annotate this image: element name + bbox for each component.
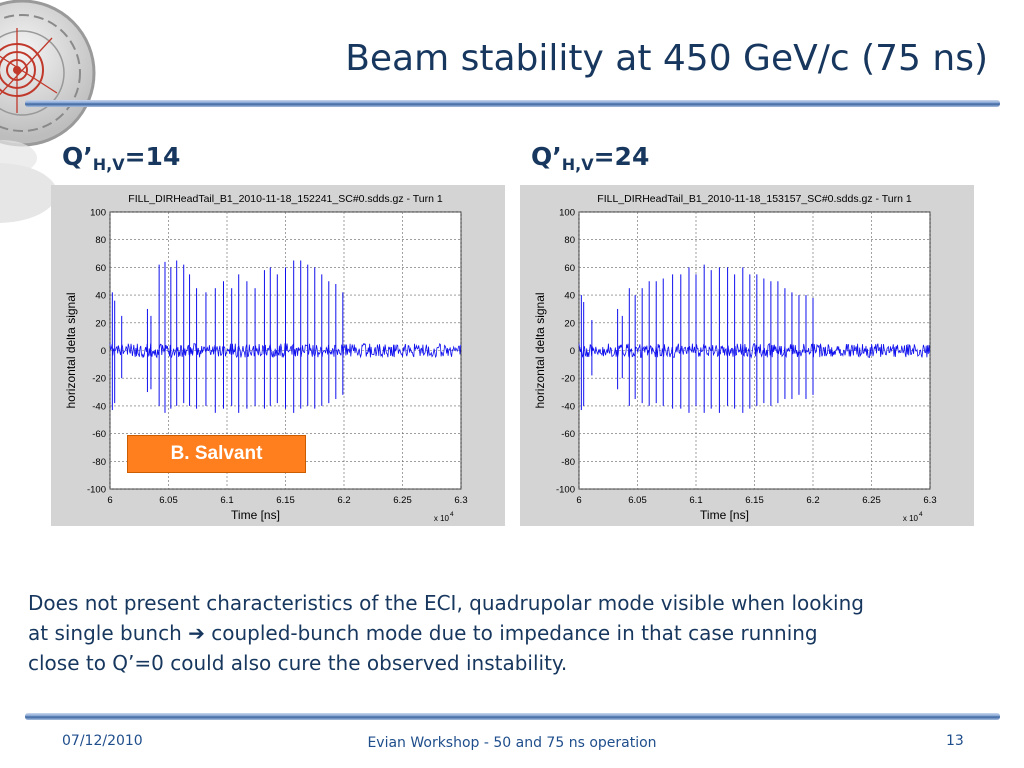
signal-chart: 6 6.05 6.1 6.15 6.2 6.25 6.3 100 80 60 40 20 0 -20 -40…: [64, 193, 468, 523]
footer-page-number: 13: [946, 733, 964, 749]
x-tick-label: 6.2: [806, 495, 819, 506]
y-tick-label: 80: [564, 235, 575, 246]
author-badge: B. Salvant: [127, 435, 306, 473]
y-tick-label: -40: [92, 401, 106, 412]
title-divider: [25, 100, 1000, 107]
y-tick-label: -20: [561, 374, 575, 385]
body-line-segment: at single bunch: [28, 621, 182, 645]
y-tick-label: 40: [95, 291, 106, 302]
x-tick-label: 6.15: [745, 495, 764, 506]
x-axis-label: Time [ns]: [231, 508, 280, 522]
x-exponent-label: 4: [919, 511, 923, 518]
logo-graphic: [0, 0, 96, 223]
chart-panel-left: 6 6.05 6.1 6.15 6.2 6.25 6.3 100 80 60 40 20 0 -20 -40…: [51, 185, 505, 526]
y-tick-label: 60: [95, 263, 106, 274]
y-tick-label: -80: [92, 457, 106, 468]
chromaticity-label-left: Q’H,V=14: [62, 142, 180, 174]
x-tick-label: 6.05: [628, 495, 647, 506]
y-tick-label: -80: [561, 457, 575, 468]
x-multiplier-label: x 10: [903, 514, 919, 523]
y-tick-label: -20: [92, 374, 106, 385]
y-tick-label: -60: [561, 429, 575, 440]
x-tick-label: 6: [107, 495, 112, 506]
y-tick-label: -100: [87, 485, 106, 496]
body-line: Does not present characteristics of the …: [28, 591, 864, 615]
y-tick-label: 20: [564, 318, 575, 329]
x-tick-label: 6: [576, 495, 581, 506]
q-symbol: Q’: [531, 142, 562, 171]
slide-title: Beam stability at 450 GeV/c (75 ns): [345, 38, 988, 79]
y-tick-label: 100: [90, 208, 106, 219]
y-axis-label: horizontal delta signal: [64, 292, 78, 408]
x-multiplier-label: x 10: [434, 514, 450, 523]
q-value: =14: [124, 142, 181, 171]
q-subscript: H,V: [92, 155, 125, 174]
y-tick-label: 40: [564, 291, 575, 302]
y-tick-label: 60: [564, 263, 575, 274]
footer-event: Evian Workshop - 50 and 75 ns operation: [367, 735, 657, 751]
y-tick-label: 80: [95, 235, 106, 246]
y-tick-label: 0: [101, 346, 106, 357]
baseline-noise-trace: [578, 343, 931, 359]
chart-panel-right: 6 6.05 6.1 6.15 6.2 6.25 6.3 100 80 60 40 20 0 -20 -40…: [520, 185, 974, 526]
x-tick-label: 6.1: [689, 495, 702, 506]
x-tick-label: 6.2: [337, 495, 350, 506]
x-tick-label: 6.25: [862, 495, 881, 506]
q-symbol: Q’: [62, 142, 93, 171]
x-axis-label: Time [ns]: [700, 508, 749, 522]
y-axis-label: horizontal delta signal: [533, 292, 547, 408]
arrow-right-icon: ➔: [188, 621, 205, 645]
footer-divider: [25, 713, 1000, 720]
chromaticity-label-right: Q’H,V=24: [531, 142, 649, 174]
y-tick-label: 20: [95, 318, 106, 329]
x-tick-label: 6.25: [393, 495, 412, 506]
x-tick-label: 6.3: [454, 495, 467, 506]
y-tick-label: -100: [556, 485, 575, 496]
footer-date: 07/12/2010: [62, 733, 143, 749]
body-line: at single bunch ➔ coupled-bunch mode due…: [28, 618, 998, 648]
y-tick-label: 0: [570, 346, 575, 357]
chart-title: FILL_DIRHeadTail_B1_2010-11-18_152241_SC…: [128, 193, 443, 205]
x-exponent-label: 4: [450, 511, 454, 518]
body-line-segment: coupled-bunch mode due to impedance in t…: [211, 621, 818, 645]
x-tick-label: 6.3: [923, 495, 936, 506]
chart-title: FILL_DIRHeadTail_B1_2010-11-18_153157_SC…: [597, 193, 912, 205]
q-value: =24: [593, 142, 650, 171]
x-tick-label: 6.05: [159, 495, 178, 506]
q-subscript: H,V: [561, 155, 594, 174]
y-tick-label: 100: [559, 208, 575, 219]
x-tick-label: 6.15: [276, 495, 295, 506]
signal-chart: 6 6.05 6.1 6.15 6.2 6.25 6.3 100 80 60 40 20 0 -20 -40…: [533, 193, 937, 523]
y-tick-label: -40: [561, 401, 575, 412]
body-line: close to Q’=0 could also cure the observ…: [28, 651, 568, 675]
y-tick-label: -60: [92, 429, 106, 440]
body-text: Does not present characteristics of the …: [28, 588, 998, 678]
x-tick-label: 6.1: [220, 495, 233, 506]
